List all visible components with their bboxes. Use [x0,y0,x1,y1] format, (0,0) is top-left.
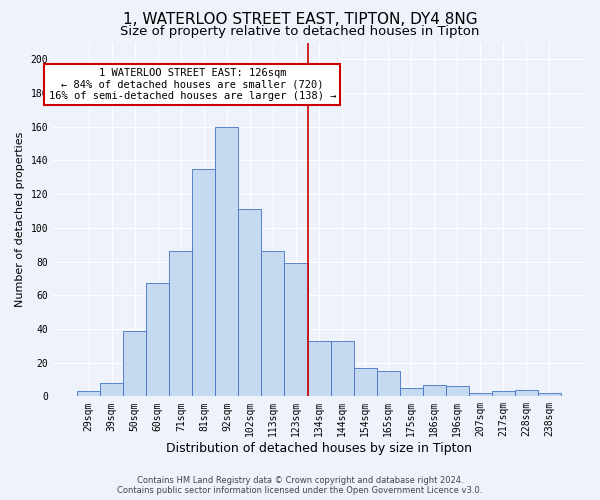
Bar [515,390,538,396]
Bar [77,392,100,396]
Bar [193,169,215,396]
Text: 1, WATERLOO STREET EAST, TIPTON, DY4 8NG: 1, WATERLOO STREET EAST, TIPTON, DY4 8NG [122,12,478,28]
Bar [262,252,284,396]
Bar [331,340,353,396]
X-axis label: Distribution of detached houses by size in Tipton: Distribution of detached houses by size … [166,442,472,455]
Bar [422,384,446,396]
Text: Contains HM Land Registry data © Crown copyright and database right 2024.
Contai: Contains HM Land Registry data © Crown c… [118,476,482,495]
Bar [146,284,169,397]
Bar [123,330,146,396]
Bar [400,388,422,396]
Bar [284,263,308,396]
Text: Size of property relative to detached houses in Tipton: Size of property relative to detached ho… [121,25,479,38]
Bar [308,340,331,396]
Bar [100,383,123,396]
Bar [446,386,469,396]
Text: 1 WATERLOO STREET EAST: 126sqm
← 84% of detached houses are smaller (720)
16% of: 1 WATERLOO STREET EAST: 126sqm ← 84% of … [49,68,336,101]
Bar [215,126,238,396]
Bar [469,393,492,396]
Y-axis label: Number of detached properties: Number of detached properties [15,132,25,307]
Bar [353,368,377,396]
Bar [238,210,262,396]
Bar [492,392,515,396]
Bar [538,393,561,396]
Bar [377,371,400,396]
Bar [169,252,193,396]
